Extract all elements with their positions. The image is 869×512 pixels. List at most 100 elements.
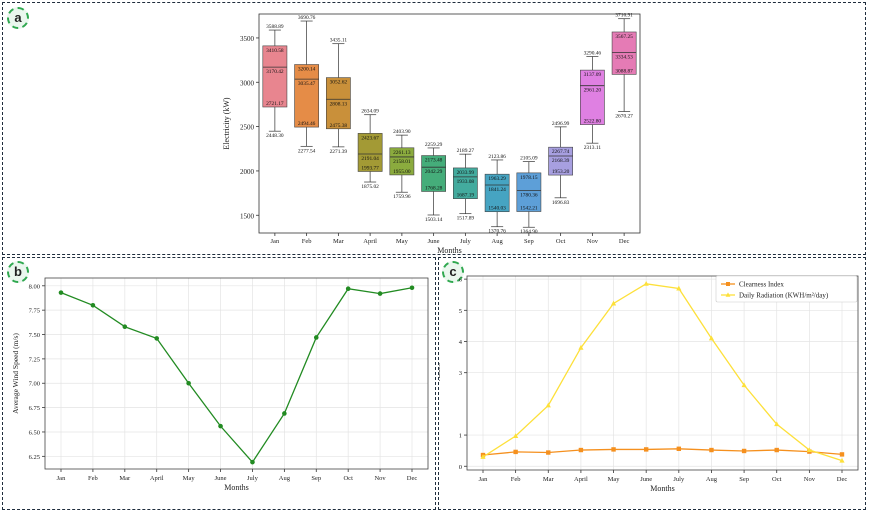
x-tick-label: Dec <box>407 475 418 482</box>
data-point <box>218 423 223 429</box>
panel-b-badge: b <box>7 261 29 283</box>
q3-label: 3567.25 <box>615 34 633 40</box>
q3-label: 2267.74 <box>552 149 570 155</box>
max-label: 2123.86 <box>488 154 506 160</box>
legend-entry-1: Daily Radiation (KWH/m²/day) <box>739 292 829 300</box>
q1-label: 2721.17 <box>266 101 284 107</box>
x-tick-label: June <box>215 475 227 482</box>
x-tick-label: Mar <box>333 238 345 245</box>
q1-label: 3088.87 <box>615 68 633 74</box>
x-tick-label: Feb <box>511 476 521 483</box>
median-label: 2191.04 <box>361 156 379 162</box>
data-point <box>345 286 351 292</box>
x-tick-label: May <box>608 476 621 483</box>
y-tick-label: 6.75 <box>29 405 40 412</box>
x-tick-label: Oct <box>556 238 566 245</box>
data-point <box>480 454 486 459</box>
median-label: 2042.29 <box>425 169 443 175</box>
x-tick-label: Sep <box>524 238 534 245</box>
x-tick-label: April <box>363 238 377 245</box>
y-tick-label: 7.50 <box>29 332 40 339</box>
y-tick-label: 6 <box>459 277 463 284</box>
q1-label: 1540.03 <box>488 206 506 212</box>
box-april <box>357 133 383 172</box>
q1-label: 1542.21 <box>520 206 538 212</box>
data-point <box>545 402 551 408</box>
min-label: 1503.14 <box>425 217 443 223</box>
y-tick-label: 2000 <box>240 168 255 176</box>
x-tick-label: Aug <box>279 475 291 482</box>
min-label: 1696.83 <box>552 200 570 206</box>
max-label: 3716.91 <box>615 13 633 19</box>
data-point <box>513 449 518 455</box>
q1-label: 1953.20 <box>552 169 570 175</box>
min-label: 2448.30 <box>266 133 284 139</box>
max-label: 2189.27 <box>457 148 475 154</box>
q3-label: 3137.09 <box>584 72 602 78</box>
median-label: 1780.36 <box>520 192 538 198</box>
y-axis-label: Electricity (kW) <box>222 97 231 150</box>
data-point <box>708 335 715 341</box>
x-tick-label: June <box>428 238 440 245</box>
q3-label: 3410.58 <box>266 48 284 54</box>
panel-a: a 1500 2000 2500 3000 3500 Electricity (kW) Mo… <box>2 2 866 255</box>
q3-label: 1963.29 <box>488 176 506 182</box>
min-label: 1364.90 <box>520 229 538 235</box>
q1-label: 1955.00 <box>393 169 411 175</box>
x-tick-label: May <box>396 238 409 245</box>
box-mar <box>326 77 351 130</box>
x-axis-label: Months <box>224 483 248 492</box>
x-axis-label: Months <box>437 246 461 255</box>
q1-label: 2494.46 <box>298 121 316 127</box>
legend-entry-0: Clearness Index <box>739 281 784 289</box>
data-point <box>643 447 649 452</box>
x-axis-label: Months <box>650 484 674 493</box>
y-tick-label: 6.50 <box>29 429 40 436</box>
box-nov <box>580 69 605 125</box>
q3-label: 2033.99 <box>457 170 475 176</box>
box-may <box>389 147 415 176</box>
min-label: 1759.96 <box>393 194 411 200</box>
x-tick-label: Sep <box>739 476 749 483</box>
x-tick-label: April <box>150 475 164 482</box>
legend-box <box>715 275 858 303</box>
x-tick-label: Dec <box>619 238 630 245</box>
max-label: 2496.99 <box>552 121 570 127</box>
wind-speed-line-chart: 6.25 6.50 6.75 7.00 7.25 7.50 7.75 8.00 Jan Feb Ma… <box>11 277 429 492</box>
q1-label: 1993.77 <box>361 165 379 171</box>
x-tick-label: May <box>183 475 196 482</box>
data-point <box>90 302 96 308</box>
data-point <box>578 344 584 350</box>
min-label: 1875.02 <box>361 184 379 190</box>
data-point <box>806 447 812 453</box>
data-point <box>58 290 64 295</box>
y-tick-label: 3000 <box>240 79 255 87</box>
data-point <box>774 421 780 427</box>
solar-resource-line-chart: 0 1 3 4 5 6 Jan Feb Mar April May June July Aug Sep Oct… <box>439 275 859 493</box>
y-tick-label: 0 <box>459 464 462 471</box>
q1-label: 1768.28 <box>425 185 443 191</box>
x-tick-label: Nov <box>374 475 386 482</box>
box-dec <box>611 31 637 75</box>
q1-label: 2475.38 <box>330 123 348 129</box>
x-tick-label: July <box>673 476 685 483</box>
min-label: 2313.11 <box>584 145 602 151</box>
legend-swatch-marker <box>726 282 730 286</box>
q3-label: 1978.15 <box>520 175 538 181</box>
max-label: 2259.29 <box>425 142 443 148</box>
box-sep <box>516 172 542 212</box>
box-june <box>421 155 446 192</box>
data-point <box>122 324 128 330</box>
x-tick-label: Dec <box>837 476 848 483</box>
data-point <box>313 335 319 340</box>
q1-label: 1687.19 <box>457 193 475 199</box>
plot-frame <box>258 13 641 234</box>
x-tick-label: Nov <box>587 238 599 245</box>
y-tick-label: 1500 <box>240 212 255 220</box>
x-tick-label: Oct <box>343 475 353 482</box>
x-tick-label: June <box>640 476 652 483</box>
data-point <box>643 280 649 286</box>
x-tick-label: July <box>460 238 472 245</box>
q1-label: 2522.80 <box>584 119 602 125</box>
data-point <box>154 336 160 341</box>
